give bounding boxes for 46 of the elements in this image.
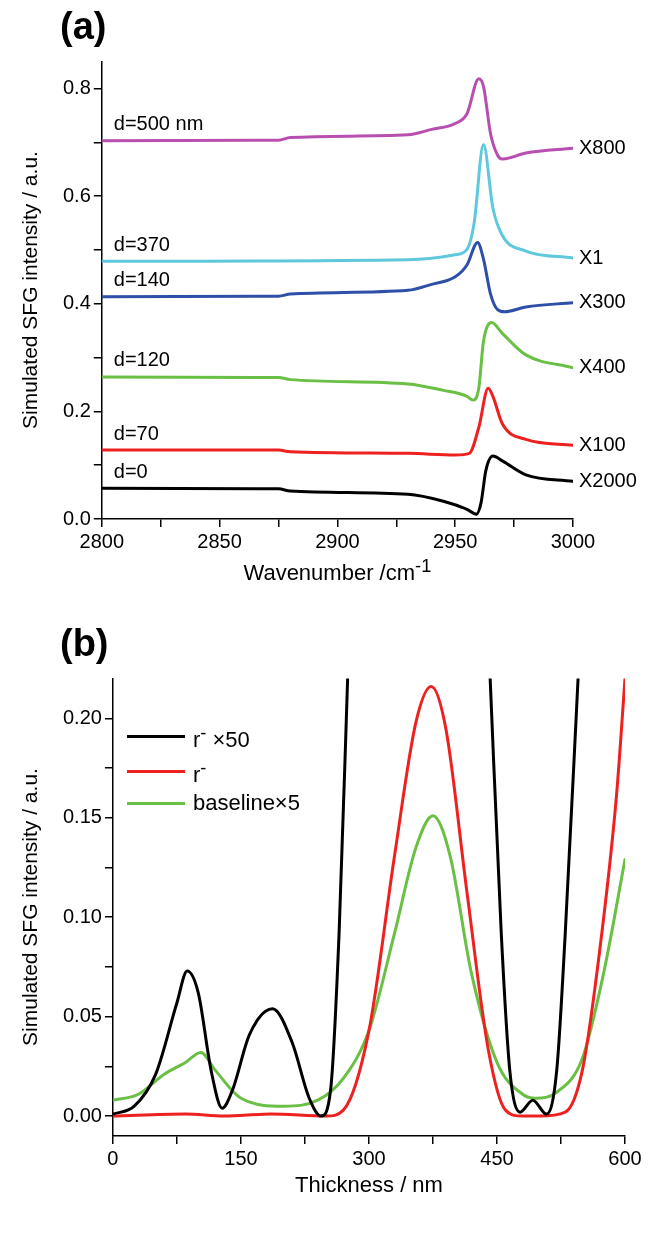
x-tick-label: 450 bbox=[480, 1146, 514, 1169]
series-label: d=370 bbox=[113, 232, 170, 255]
text: X1 bbox=[579, 245, 604, 268]
x-tick-label: 2850 bbox=[197, 529, 242, 552]
text: X2000 bbox=[579, 468, 637, 491]
x-tick-label: 2900 bbox=[315, 529, 360, 552]
line-series bbox=[101, 386, 573, 457]
line-series bbox=[101, 321, 573, 402]
series-label: d=500 nm bbox=[113, 112, 204, 135]
y-axis-title: Simulated SFG intensity / a.u. bbox=[18, 151, 42, 430]
line-series bbox=[101, 77, 573, 161]
y-tick-label: 0.05 bbox=[62, 1004, 102, 1027]
series-label: d=0 bbox=[113, 459, 148, 482]
y-axis-title: Simulated SFG intensity / a.u. bbox=[18, 768, 42, 1047]
y-tick-label: 0.4 bbox=[62, 291, 91, 314]
x-axis-title: Wavenumber /cm$^{-1}$ bbox=[243, 555, 432, 587]
x-axis-title: Thickness / nm bbox=[294, 1172, 443, 1198]
chart-title: (a) bbox=[60, 5, 107, 48]
x-tick-label: 600 bbox=[608, 1146, 642, 1169]
x-tick-label: 300 bbox=[352, 1146, 386, 1169]
legend-label: baseline×5 bbox=[192, 789, 300, 818]
text: X800 bbox=[579, 135, 626, 158]
y-tick-label: 0.00 bbox=[62, 1103, 102, 1126]
line-series bbox=[112, 814, 625, 1108]
x-tick-label: 3000 bbox=[550, 529, 596, 552]
legend-label: r$^{-}$ ×50 bbox=[192, 720, 250, 754]
y-tick-label: 0.0 bbox=[62, 506, 91, 529]
legend-label: r$^{-}$ bbox=[192, 755, 207, 790]
y-tick-label: 0.20 bbox=[62, 705, 102, 728]
x-tick-label: 150 bbox=[224, 1146, 258, 1169]
series-label: d=70 bbox=[113, 421, 159, 444]
x-tick-label: 2950 bbox=[432, 529, 478, 552]
y-tick-label: 0.10 bbox=[62, 904, 102, 927]
series-label: d=120 bbox=[113, 348, 170, 371]
series-label: d=140 bbox=[113, 268, 170, 291]
text: X300 bbox=[579, 290, 626, 313]
line-series bbox=[101, 142, 573, 263]
text: X100 bbox=[579, 432, 626, 455]
y-tick-label: 0.15 bbox=[62, 805, 102, 828]
y-tick-label: 0.6 bbox=[62, 183, 91, 206]
y-tick-label: 0.8 bbox=[62, 76, 91, 99]
y-tick-label: 0.2 bbox=[62, 398, 91, 421]
text: X400 bbox=[579, 355, 626, 378]
x-tick-label: 0 bbox=[107, 1146, 119, 1169]
x-tick-label: 2800 bbox=[79, 529, 125, 552]
chart-title: (b) bbox=[60, 622, 109, 665]
